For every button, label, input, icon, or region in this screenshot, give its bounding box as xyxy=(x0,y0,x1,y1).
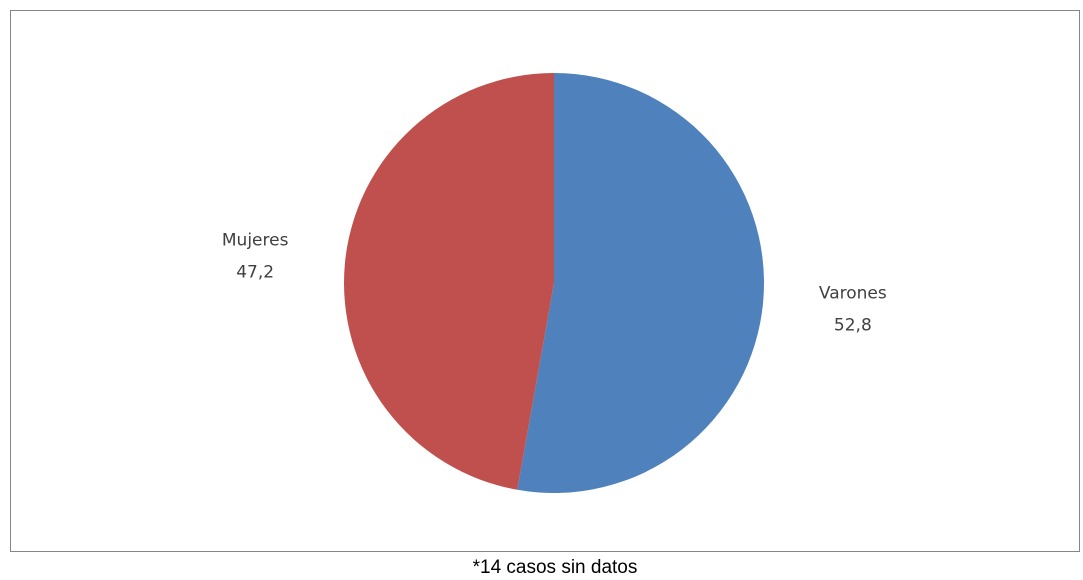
pie-slice xyxy=(517,73,764,493)
footnote: *14 casos sin datos xyxy=(473,557,638,578)
value-label: 47,2 xyxy=(236,263,274,283)
pie-slice xyxy=(343,73,554,490)
slice-label: Mujeres xyxy=(222,231,289,251)
value-label: 52,8 xyxy=(834,315,872,335)
slice-label: Varones xyxy=(819,283,887,303)
